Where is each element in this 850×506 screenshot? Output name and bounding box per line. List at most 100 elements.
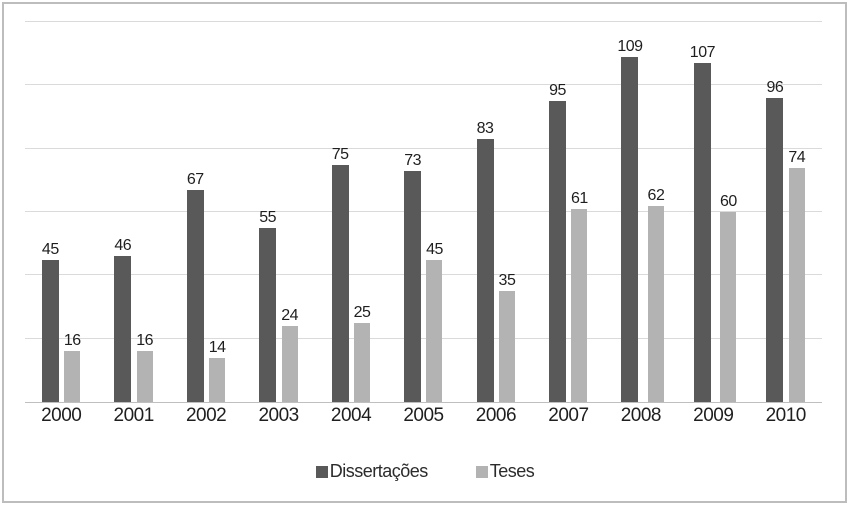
- bar-teses: [136, 351, 153, 402]
- bar-teses: [209, 357, 226, 402]
- bar-col-dissertacoes-2001: 46: [114, 237, 132, 402]
- bar-teses: [281, 326, 298, 402]
- bar-col-teses-2007: 61: [571, 189, 588, 402]
- bar-col-dissertacoes-2008: 109: [617, 37, 643, 402]
- legend-swatch-dissertacoes-icon: [315, 465, 328, 478]
- bar-teses: [720, 212, 737, 402]
- gridline-y-80: [25, 147, 822, 149]
- bar-group-2001: 46 16: [97, 22, 169, 402]
- bar-dissertacoes: [259, 227, 277, 402]
- bar-value-label: 16: [136, 332, 154, 350]
- bar-value-label: 46: [114, 237, 132, 255]
- bar-value-label: 107: [689, 44, 716, 62]
- bar-dissertacoes: [693, 63, 711, 402]
- bar-col-dissertacoes-2007: 95: [549, 83, 566, 402]
- bar-group-2005: 73 45: [387, 22, 459, 402]
- x-axis-label-2006: 2006: [475, 405, 517, 426]
- x-axis-label-2000: 2000: [41, 405, 82, 426]
- gridline-y-100: [25, 84, 822, 86]
- gridline-y-20: [25, 337, 822, 339]
- x-axis-label-2003: 2003: [258, 405, 299, 426]
- bar-teses: [354, 322, 371, 402]
- x-axis-label-2005: 2005: [403, 405, 444, 426]
- bar-value-label: 25: [353, 303, 371, 321]
- bar-dissertacoes: [331, 164, 349, 402]
- bar-col-teses-2005: 45: [426, 240, 443, 402]
- bar-teses: [571, 208, 588, 402]
- legend-entry-teses: Teses: [475, 461, 535, 482]
- bar-value-label: 67: [186, 170, 204, 188]
- bar-col-dissertacoes-2009: 107: [689, 44, 716, 402]
- bar-col-dissertacoes-2000: 45: [41, 240, 59, 402]
- plot-area: 45 16 46 16 67 14 55 24 75 25 73 45 83 35 95 61 109 62 107…: [25, 21, 822, 403]
- bar-value-label: 24: [281, 307, 298, 324]
- x-axis-label-2004: 2004: [330, 405, 372, 426]
- bar-col-teses-2003: 24: [281, 308, 298, 402]
- bar-col-dissertacoes-2010: 96: [766, 79, 784, 402]
- gridline-y-40: [25, 274, 822, 276]
- x-axis-label-2008: 2008: [620, 405, 662, 426]
- bar-value-label: 75: [331, 145, 349, 163]
- bar-value-label: 35: [498, 272, 516, 290]
- bar-col-dissertacoes-2005: 73: [404, 151, 421, 402]
- bar-value-label: 45: [426, 240, 443, 258]
- bar-value-label: 96: [766, 79, 784, 96]
- bar-group-2004: 75 25: [315, 22, 387, 402]
- bar-value-label: 60: [720, 193, 737, 210]
- bar-col-dissertacoes-2006: 83: [476, 120, 494, 402]
- bar-group-2006: 83 35: [460, 22, 532, 402]
- x-axis-label-2001: 2001: [113, 405, 155, 426]
- bar-value-label: 109: [617, 37, 643, 55]
- bar-group-2003: 55 24: [242, 22, 314, 402]
- gridline-y-120: [25, 21, 822, 22]
- bar-value-label: 83: [476, 120, 494, 138]
- bar-dissertacoes: [41, 259, 59, 402]
- bar-teses: [498, 291, 515, 402]
- bar-col-teses-2000: 16: [64, 333, 81, 402]
- x-axis-label-2007: 2007: [548, 405, 589, 426]
- gridline-y-60: [25, 211, 822, 212]
- bar-dissertacoes: [476, 139, 494, 402]
- bar-group-2000: 45 16: [25, 22, 97, 402]
- x-axis-labels: 2000 2001 2002 2003 2004 2005 2006 2007 2008 2009…: [25, 405, 822, 427]
- bar-value-label: 62: [647, 186, 665, 204]
- bar-value-label: 45: [41, 240, 59, 258]
- legend-label-teses: Teses: [489, 461, 535, 481]
- bar-group-2008: 109 62: [605, 22, 677, 402]
- x-axis-label-2010: 2010: [765, 405, 807, 426]
- bar-teses: [788, 167, 805, 402]
- legend-swatch-teses-icon: [475, 465, 488, 478]
- bar-teses: [647, 205, 664, 402]
- x-axis-label-2002: 2002: [185, 405, 227, 426]
- bar-col-teses-2010: 74: [788, 148, 806, 402]
- legend: Dissertações Teses: [0, 461, 850, 482]
- bar-value-label: 55: [259, 208, 277, 226]
- bar-dissertacoes: [621, 56, 639, 402]
- bar-dissertacoes: [186, 189, 204, 402]
- bar-dissertacoes: [766, 98, 784, 402]
- bar-col-dissertacoes-2003: 55: [259, 208, 277, 402]
- bar-value-label: 95: [549, 82, 566, 100]
- bar-col-teses-2006: 35: [499, 273, 516, 402]
- bar-teses: [64, 351, 81, 402]
- bar-col-teses-2004: 25: [353, 303, 371, 402]
- bar-value-label: 61: [571, 189, 588, 207]
- legend-entry-dissertacoes: Dissertações: [315, 461, 429, 482]
- bar-value-label: 74: [788, 148, 806, 166]
- x-axis-label-2009: 2009: [693, 405, 734, 426]
- bar-group-2007: 95 61: [532, 22, 604, 402]
- bar-teses: [426, 259, 443, 402]
- bar-group-2002: 67 14: [170, 22, 242, 402]
- bar-value-label: 73: [404, 151, 421, 169]
- bar-group-2009: 107 60: [677, 22, 749, 402]
- bar-dissertacoes: [114, 256, 132, 402]
- bars-container: 45 16 46 16 67 14 55 24 75 25 73 45 83 35 95 61 109 62 107…: [25, 22, 822, 402]
- bar-col-teses-2009: 60: [720, 194, 737, 402]
- bar-col-dissertacoes-2002: 67: [186, 170, 204, 402]
- bar-col-teses-2001: 16: [136, 332, 154, 402]
- legend-label-dissertacoes: Dissertações: [329, 461, 429, 481]
- bar-dissertacoes: [549, 101, 566, 402]
- bar-col-teses-2002: 14: [209, 339, 226, 402]
